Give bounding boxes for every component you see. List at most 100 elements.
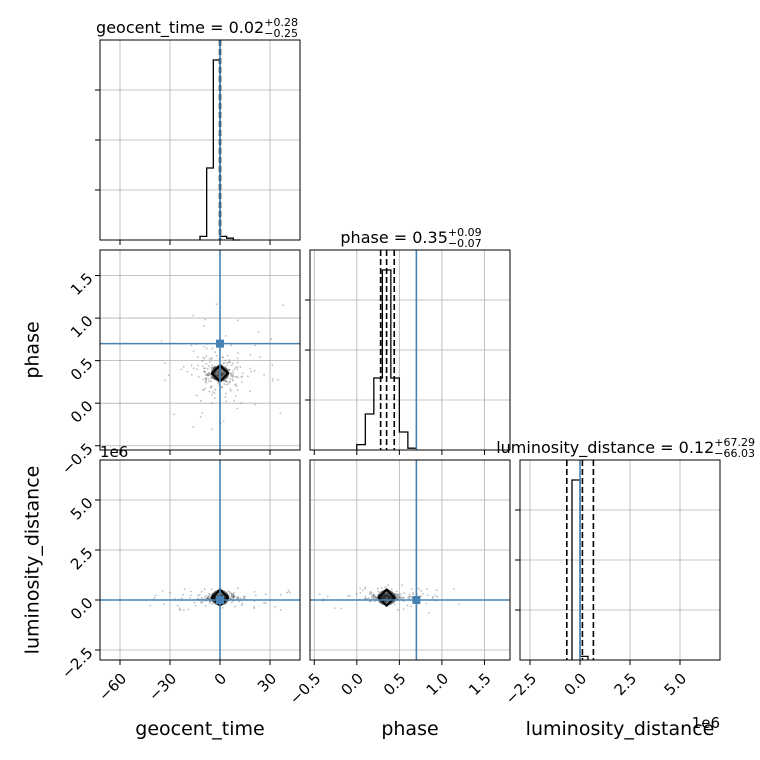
sample-point xyxy=(368,600,371,603)
sample-point xyxy=(208,390,211,393)
sample-point xyxy=(243,597,246,599)
sample-point xyxy=(375,597,377,600)
sample-point xyxy=(203,370,206,373)
sample-point xyxy=(228,359,231,361)
sample-point xyxy=(254,403,256,406)
sample-point xyxy=(211,347,214,350)
y-axis-label-phase: phase xyxy=(22,321,44,378)
sample-point xyxy=(206,597,209,600)
sample-point xyxy=(230,373,233,376)
sample-point xyxy=(211,394,213,396)
axes-frames xyxy=(95,39,721,665)
sample-point xyxy=(232,597,234,600)
sample-point xyxy=(208,602,211,604)
axes-frame-2-0 xyxy=(99,459,301,661)
sample-point xyxy=(277,378,279,381)
sample-point xyxy=(236,361,239,364)
sample-point xyxy=(390,588,393,591)
sample-point xyxy=(230,364,233,367)
sample-point xyxy=(272,377,274,380)
sample-point xyxy=(180,597,183,600)
sample-point xyxy=(208,597,210,600)
sample-point xyxy=(203,367,206,370)
sample-point xyxy=(210,377,213,380)
sample-point xyxy=(402,596,405,599)
sample-point xyxy=(233,399,235,402)
sample-point xyxy=(410,596,413,599)
sample-point xyxy=(237,597,240,599)
sample-point xyxy=(202,370,205,373)
sample-point xyxy=(208,380,211,383)
sample-point xyxy=(209,360,211,363)
sample-point xyxy=(240,376,243,378)
sample-point xyxy=(237,352,239,354)
sample-point xyxy=(372,596,375,599)
y-tick-label: 1.5 xyxy=(67,269,97,299)
sample-point xyxy=(225,380,228,383)
sample-point xyxy=(204,605,207,608)
sample-point xyxy=(249,367,252,370)
sample-point xyxy=(182,365,185,368)
sample-point xyxy=(226,354,229,357)
sample-point xyxy=(370,596,373,598)
sample-point xyxy=(235,383,237,386)
sample-point xyxy=(348,595,351,597)
sample-point xyxy=(214,351,217,353)
sample-point xyxy=(224,396,227,398)
sample-point xyxy=(197,364,200,367)
sample-point xyxy=(396,593,399,595)
sample-point xyxy=(412,592,415,594)
sample-point xyxy=(234,384,236,386)
sample-point xyxy=(401,597,403,599)
sample-point xyxy=(208,596,211,598)
truth-marker xyxy=(216,339,224,348)
sample-point xyxy=(217,382,220,384)
sample-point xyxy=(231,593,233,596)
sample-point xyxy=(207,378,210,381)
sample-point xyxy=(396,595,398,597)
sample-point xyxy=(340,607,343,610)
sample-point xyxy=(253,605,256,608)
sample-point xyxy=(207,374,210,377)
sample-point xyxy=(274,605,276,608)
sample-point xyxy=(375,596,378,599)
sample-point xyxy=(246,375,249,378)
sample-point xyxy=(254,594,257,597)
sample-point xyxy=(211,391,214,394)
sample-point xyxy=(230,595,233,598)
sample-point xyxy=(229,592,232,595)
sample-point xyxy=(371,597,374,600)
sample-point xyxy=(420,589,423,592)
x-tick-label: 5.0 xyxy=(661,670,691,700)
sample-point xyxy=(180,368,183,371)
y-tick-label: −2.5 xyxy=(58,644,96,682)
sample-point xyxy=(206,597,209,600)
sample-point xyxy=(235,375,238,378)
sample-point xyxy=(179,608,182,611)
sample-point xyxy=(359,587,362,590)
sample-point xyxy=(397,609,399,611)
sample-point xyxy=(395,593,397,596)
sample-point xyxy=(200,600,203,603)
sample-point xyxy=(226,362,229,365)
sample-point xyxy=(234,376,237,378)
y-offset-text: 1e6 xyxy=(100,443,128,461)
title-main: phase = 0.35 xyxy=(340,228,447,247)
sample-point xyxy=(207,596,210,598)
x-axis-label-luminosity_distance: luminosity_distance xyxy=(526,718,715,740)
sample-point xyxy=(205,347,208,350)
sample-point xyxy=(190,373,193,376)
sample-point xyxy=(240,402,243,405)
sample-point xyxy=(224,335,227,337)
sample-point xyxy=(202,356,205,359)
sample-point xyxy=(149,604,152,607)
sample-point xyxy=(229,377,231,380)
sample-point xyxy=(202,388,205,391)
sample-point xyxy=(410,605,413,608)
sample-point xyxy=(204,387,207,390)
sample-point xyxy=(238,600,240,603)
sample-point xyxy=(253,607,256,610)
title-geocent_time: geocent_time = 0.02+0.28 xyxy=(96,16,298,38)
sample-point xyxy=(282,304,284,307)
